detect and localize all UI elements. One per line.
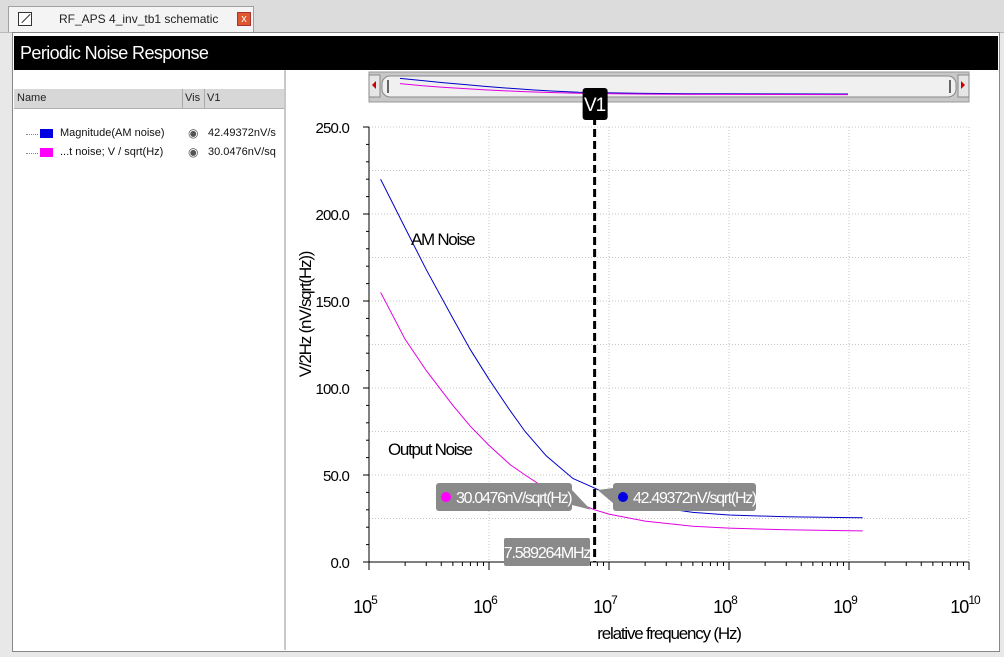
y-tick-label: 200.0: [315, 207, 349, 224]
marker-readout-right-pointer: [597, 488, 613, 503]
x-tick-label: 106: [473, 593, 498, 617]
overview-series-output-noise: [399, 83, 848, 96]
x-tick-label: 108: [713, 593, 738, 617]
trace-name: Magnitude(AM noise): [60, 127, 165, 139]
annotation-output-noise: Output Noise: [388, 440, 472, 459]
trace-row-output-noise[interactable]: ...t noise; V / sqrt(Hz) ◉ 30.0476nV/sq: [24, 145, 284, 161]
marker-readout-left-text: 30.0476nV/sqrt(Hz): [456, 490, 572, 507]
marker-readout-left: [436, 483, 572, 511]
trace-color-swatch: [40, 148, 53, 157]
eye-icon[interactable]: ◉: [188, 145, 199, 159]
marker-readout-left-dot: [441, 492, 451, 502]
trace-row-am-noise[interactable]: Magnitude(AM noise) ◉ 42.49372nV/s: [24, 126, 284, 142]
y-tick-label: 50.0: [323, 468, 349, 485]
trace-color-swatch: [40, 129, 53, 138]
x-tick-label: 109: [833, 593, 858, 617]
trace-panel: [14, 70, 286, 650]
x-axis-label: relative frequency (Hz): [597, 624, 741, 643]
y-tick-label: 150.0: [315, 294, 349, 311]
column-header-v1[interactable]: V1: [207, 92, 221, 104]
eye-icon[interactable]: ◉: [188, 126, 199, 140]
tab-close-button[interactable]: x: [237, 12, 251, 26]
trace-value: 30.0476nV/sq: [208, 146, 276, 158]
x-tick-label: 1010: [950, 593, 981, 617]
y-tick-label: 100.0: [315, 381, 349, 398]
marker-readout-right-text: 42.49372nV/sqrt(Hz): [633, 490, 757, 507]
overview-series-am-noise: [399, 77, 848, 95]
column-header-name[interactable]: Name: [17, 92, 47, 104]
marker-x-readout-text: 7.589264MHz: [504, 545, 592, 562]
tab-bar: RF_APS 4_inv_tb1 schematic x: [0, 0, 1004, 33]
marker-readout-right: [613, 483, 756, 511]
x-tick-label: 105: [353, 593, 378, 617]
y-tick-label: 0.0: [331, 555, 350, 572]
annotation-am-noise: AM Noise: [411, 230, 475, 249]
marker-label: V1: [584, 95, 606, 116]
trace-name: ...t noise; V / sqrt(Hz): [60, 146, 164, 158]
trace-value: 42.49372nV/s: [208, 127, 276, 139]
y-axis-label: V/2Hz (nV/sqrt(Hz)): [296, 251, 315, 377]
x-tick-label: 107: [593, 593, 618, 617]
arrow-right-icon: [961, 81, 965, 89]
trace-table-header: Name Vis V1: [14, 89, 284, 109]
marker-tag[interactable]: [582, 88, 608, 120]
tab-title: RF_APS 4_inv_tb1 schematic: [59, 12, 219, 26]
marker-readout-right-dot: [618, 492, 628, 502]
window-title: Periodic Noise Response: [20, 43, 209, 63]
marker-x-readout: [504, 538, 590, 566]
tab-schematic[interactable]: RF_APS 4_inv_tb1 schematic x: [8, 6, 254, 32]
schematic-icon: [18, 12, 32, 26]
y-tick-label: 250.0: [315, 120, 349, 137]
window-header: Periodic Noise Response: [14, 36, 998, 70]
arrow-left-icon: [372, 81, 376, 89]
series-line-am-noise: [380, 178, 863, 519]
column-header-vis[interactable]: Vis: [185, 92, 201, 104]
noise-chart: 0.0 50.0 100.0 150.0 200.0 250.0 105 106 107 108 1…: [296, 71, 982, 643]
